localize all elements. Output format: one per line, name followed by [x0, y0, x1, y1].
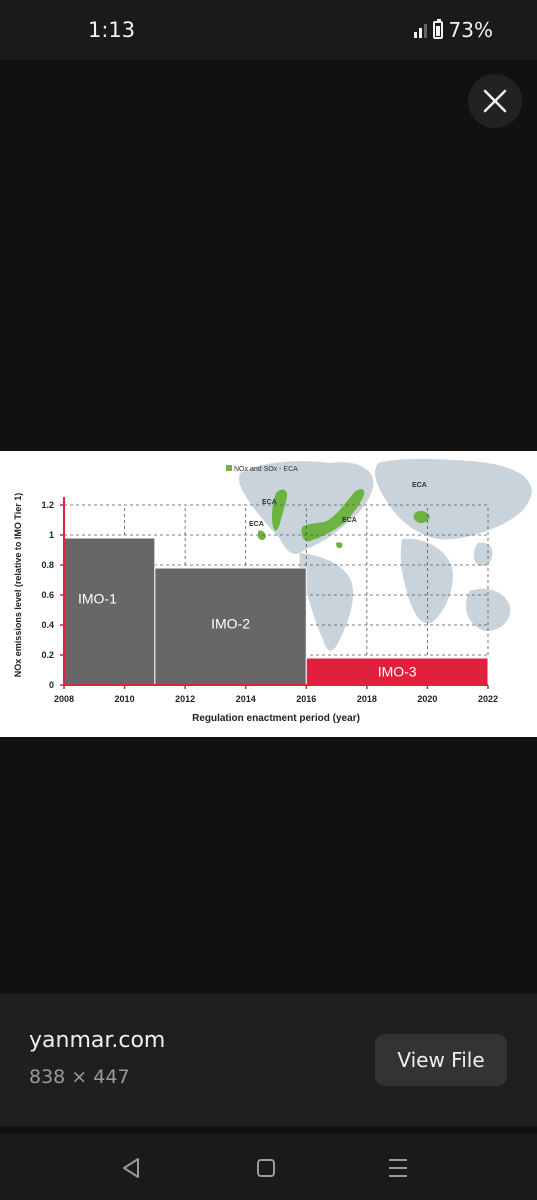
source-site[interactable]: yanmar.com	[29, 1028, 166, 1053]
navigation-bar	[0, 1134, 537, 1200]
home-square-icon	[257, 1159, 275, 1177]
status-bar: 1:13 73%	[0, 0, 537, 60]
eca-label-hawaii: ECA	[249, 521, 264, 528]
close-button[interactable]	[468, 74, 522, 128]
status-indicators: 73%	[413, 18, 493, 42]
y-tick-label: 0.8	[41, 560, 54, 570]
recents-button[interactable]	[384, 1154, 412, 1182]
eca-label-europe: ECA	[412, 482, 427, 489]
x-tick-label: 2008	[54, 694, 74, 704]
y-tick-label: 0.4	[41, 620, 54, 630]
y-tick-label: 0.2	[41, 650, 54, 660]
y-tick-label: 1.2	[41, 500, 54, 510]
axes	[60, 497, 489, 689]
status-time: 1:13	[88, 18, 136, 42]
legend-swatch	[226, 465, 232, 471]
image-preview: NOx and SOx - ECA ECA ECA ECA ECA IMO-1 I…	[0, 451, 537, 737]
signal-icon	[413, 22, 427, 38]
eca-label-east: ECA	[342, 517, 357, 524]
x-tick-label: 2016	[296, 694, 316, 704]
y-tick-label: 0	[49, 680, 54, 690]
x-tick-label: 2012	[175, 694, 195, 704]
bar-imo-1	[63, 537, 156, 686]
battery-icon	[432, 19, 443, 39]
world-map	[238, 459, 532, 651]
bar-label-imo-2: IMO-2	[211, 616, 250, 632]
view-file-button[interactable]: View File	[375, 1034, 507, 1086]
recents-lines-icon	[389, 1159, 407, 1177]
y-tick-label: 1	[49, 530, 54, 540]
info-bar: yanmar.com 838 × 447 View File	[0, 994, 537, 1126]
nox-emissions-chart: NOx and SOx - ECA ECA ECA ECA ECA IMO-1 I…	[13, 459, 532, 724]
battery-percent: 73%	[448, 18, 493, 42]
x-tick-label: 2014	[236, 694, 256, 704]
x-tick-label: 2022	[478, 694, 498, 704]
bar-imo-3	[305, 657, 489, 686]
image-dimensions: 838 × 447	[29, 1066, 130, 1088]
x-axis-label: Regulation enactment period (year)	[192, 713, 360, 724]
bar-label-imo-1: IMO-1	[78, 591, 117, 607]
map-legend-label: NOx and SOx - ECA	[234, 466, 298, 473]
eca-label-west: ECA	[262, 499, 277, 506]
y-tick-label: 0.6	[41, 590, 54, 600]
y-axis-label: NOx emissions level (relative to IMO Tie…	[13, 493, 23, 677]
back-triangle-icon	[123, 1158, 139, 1178]
x-tick-label: 2020	[417, 694, 437, 704]
x-tick-label: 2018	[357, 694, 377, 704]
back-button[interactable]	[118, 1154, 146, 1182]
bar-label-imo-3: IMO-3	[378, 664, 417, 680]
close-icon	[483, 89, 507, 113]
home-button[interactable]	[252, 1154, 280, 1182]
tick-labels: 0 0.2 0.4 0.6 0.8 1 1.2 2008 2010 2012 2014 2016 201…	[41, 500, 498, 704]
x-tick-label: 2010	[115, 694, 135, 704]
